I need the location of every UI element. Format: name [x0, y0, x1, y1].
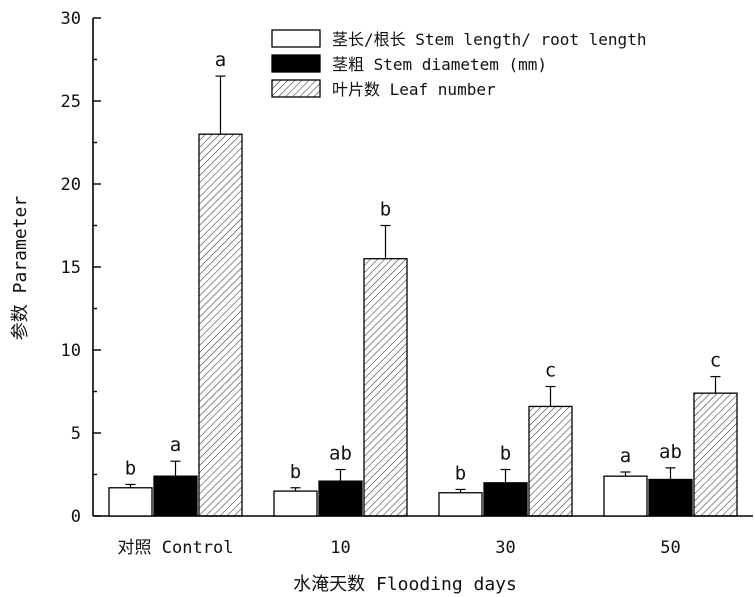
bar-series-2-3: [648, 478, 693, 517]
bar-series-1-3: [603, 475, 648, 517]
bar-series-3-0: [198, 133, 243, 517]
y-tick-label: 15: [61, 258, 81, 278]
bar-series-1-0: [108, 487, 153, 517]
bar-series-3-3: [693, 392, 738, 517]
y-tick-label: 25: [61, 92, 81, 112]
legend: 茎长/根长 Stem length/ root length 茎粗 Stem di…: [271, 29, 646, 99]
x-tick-label: 对照 Control: [118, 538, 234, 558]
significance-label: b: [500, 443, 511, 465]
legend-swatch-3: [271, 79, 321, 98]
y-tick-label: 30: [61, 9, 81, 29]
y-tick-label: 0: [71, 507, 81, 527]
bar-series-2-0: [153, 475, 198, 517]
bar-series-1-2: [438, 492, 483, 517]
bar-series-2-1: [318, 480, 363, 517]
x-tick-label: 30: [495, 538, 515, 558]
x-tick-label: 10: [330, 538, 350, 558]
significance-label: ab: [659, 441, 682, 463]
bar-series-1-1: [273, 490, 318, 517]
y-tick-label: 5: [71, 424, 81, 444]
significance-label: b: [290, 461, 301, 483]
significance-label: a: [620, 445, 631, 467]
x-axis-title: 水淹天数 Flooding days: [293, 574, 517, 595]
y-axis-title: 参数 Parameter: [10, 196, 31, 341]
significance-label: c: [545, 360, 556, 382]
bar-series-3-1: [363, 258, 408, 517]
significance-label: a: [215, 49, 226, 71]
legend-label-3: 叶片数 Leaf number: [332, 80, 496, 99]
significance-label: b: [380, 199, 391, 221]
significance-label: b: [455, 462, 466, 484]
significance-label: b: [125, 457, 136, 479]
significance-label: ab: [329, 443, 352, 465]
legend-swatch-1: [271, 29, 321, 48]
significance-label: a: [170, 434, 181, 456]
y-tick-label: 20: [61, 175, 81, 195]
bar-series-3-2: [528, 405, 573, 517]
legend-swatch-2: [271, 54, 321, 73]
x-tick-label: 50: [660, 538, 680, 558]
bar-series-2-2: [483, 482, 528, 517]
legend-label-1: 茎长/根长 Stem length/ root length: [332, 30, 646, 49]
legend-label-2: 茎粗 Stem diametem (mm): [332, 55, 547, 74]
significance-label: c: [710, 350, 721, 372]
y-tick-label: 10: [61, 341, 81, 361]
plot-area: 0 5 10 15 20 25 30 对照 Control b a a 10 b ab b 30 b b c 50 a a…: [61, 9, 753, 558]
